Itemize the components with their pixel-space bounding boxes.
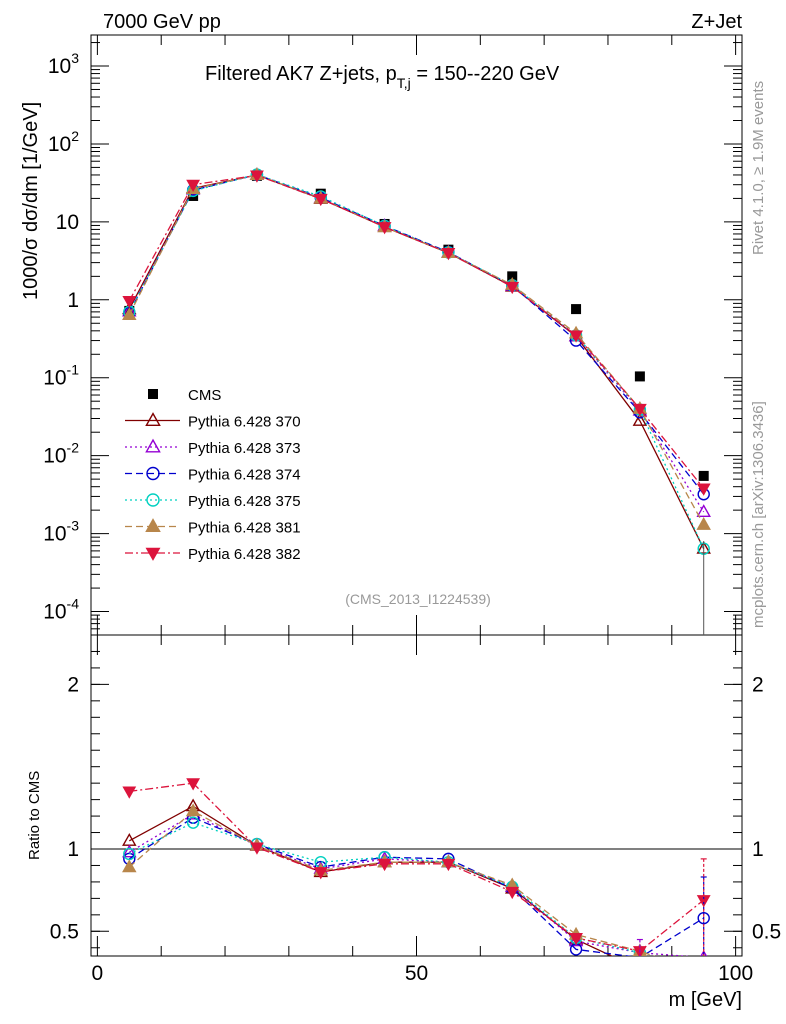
main-y-tick-label: 10-1 [43, 362, 79, 390]
legend-marker [145, 412, 161, 426]
ratio-frame [90, 634, 743, 957]
x-tick-label: 0 [92, 962, 104, 985]
main-series-point [250, 170, 264, 183]
ratio-y-tick-label: 0.5 [50, 920, 79, 943]
ratio-series [122, 778, 711, 979]
ratio-series-line [128, 816, 705, 956]
main-y-tick-label: 1 [67, 289, 79, 312]
main-series-line [128, 174, 705, 489]
main-y-tick-label: 10-3 [43, 518, 79, 546]
ratio-y-axis-label: Ratio to CMS [26, 771, 43, 860]
ratio-series-point [185, 803, 201, 817]
main-series-point [505, 281, 520, 295]
x-axis-label: m [GeV] [669, 989, 742, 1011]
main-series-line [128, 174, 705, 513]
main-series-point [696, 504, 711, 517]
main-series-point [698, 470, 709, 481]
main-series-point [569, 330, 583, 343]
analysis-watermark: (CMS_2013_I1224539) [345, 591, 491, 607]
rivet-label: Rivet 4.1.0, ≥ 1.9M events [750, 81, 767, 255]
header-right: Z+Jet [691, 11, 742, 33]
legend: CMS Pythia 6.428 370 Pythia 6.428 373 Pythi… [125, 387, 301, 563]
main-series-point [441, 247, 456, 261]
main-series-point [313, 193, 328, 207]
ratio-series-point [250, 842, 264, 855]
legend-marker [146, 493, 160, 507]
ratio-series-point [186, 778, 201, 791]
ratio-y-tick-label: 1 [67, 838, 79, 861]
ratio-series-line [128, 813, 692, 956]
ratio-series-point [122, 833, 137, 846]
main-series [122, 167, 711, 635]
x-tick-label: 50 [405, 962, 428, 985]
ratio-series-line [128, 810, 656, 956]
ratio-series-point [122, 844, 137, 858]
legend-marker [148, 389, 158, 399]
ratio-series-point [186, 816, 200, 829]
mcplots-label: mcplots.cern.ch [arXiv:1306.3436] [750, 401, 767, 628]
main-series-point [696, 516, 711, 530]
main-y-tick-label: 103 [48, 50, 79, 78]
ratio-series-point [122, 859, 137, 873]
ratio-series-point [122, 786, 137, 799]
ratio-series-point [313, 867, 328, 880]
x-tick-label: 100 [718, 962, 753, 985]
plot-title: Filtered AK7 Z+jets, pT,j = 150--220 GeV [205, 63, 560, 91]
main-series-line [128, 174, 705, 495]
legend-label: CMS [188, 387, 221, 404]
ratio-y-tick-label-right: 1 [752, 838, 764, 861]
main-series-point [507, 271, 518, 282]
main-series-point [186, 179, 201, 193]
ratio-series-point [634, 963, 646, 974]
main-series-point [122, 307, 137, 321]
ratio-y-tick-label: 2 [67, 673, 79, 696]
legend-marker [145, 547, 161, 561]
main-y-tick-label: 10 [56, 211, 79, 234]
legend-marker [146, 466, 160, 481]
main-series-point [122, 295, 137, 309]
legend-marker [145, 438, 161, 453]
main-y-tick-label: 10-4 [43, 596, 79, 624]
ratio-series-point [377, 858, 392, 872]
legend-label: Pythia 6.428 382 [188, 546, 301, 563]
main-series-point [696, 483, 711, 496]
legend-label: Pythia 6.428 375 [188, 493, 301, 510]
main-series-point [634, 371, 645, 382]
ratio-series-point [568, 933, 584, 947]
main-y-axis-label: 1000/σ dσ/dm [1/GeV] [20, 102, 42, 300]
main-series-point [632, 413, 648, 426]
ratio-series-point [698, 968, 710, 979]
main-y-tick-label: 102 [48, 128, 79, 156]
legend-marker [145, 518, 161, 532]
legend-label: Pythia 6.428 370 [188, 414, 301, 431]
legend-label: Pythia 6.428 374 [188, 467, 301, 484]
main-series-point [377, 222, 392, 235]
legend-label: Pythia 6.428 381 [188, 520, 301, 537]
header-left: 7000 GeV pp [103, 11, 221, 33]
x-ticks: 0 50 100 [92, 35, 753, 985]
ratio-series-line [129, 782, 705, 952]
ratio-y-ticks: 0.5 0.5 1 1 2 2 [50, 650, 781, 949]
ratio-series-point [569, 932, 583, 946]
main-series-point [571, 304, 582, 315]
main-y-ticks: 10-4 10-3 10-2 10-1 1 10 102 103 [43, 42, 742, 636]
ratio-series-point [505, 886, 520, 900]
main-series-point [632, 403, 647, 417]
main-series-line [128, 173, 705, 549]
legend-label: Pythia 6.428 373 [188, 440, 301, 457]
ratio-y-tick-label-right: 2 [752, 673, 764, 696]
ratio-y-tick-label-right: 0.5 [752, 920, 781, 943]
ratio-series-line [129, 821, 647, 956]
main-frame [90, 34, 743, 636]
main-y-tick-label: 10-2 [43, 440, 79, 468]
ratio-series-point [441, 858, 456, 872]
